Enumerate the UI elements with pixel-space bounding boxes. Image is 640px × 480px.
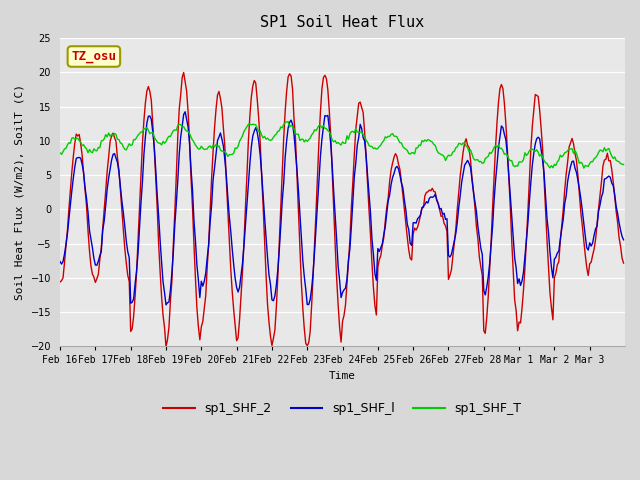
sp1_SHF_T bbox=[56, 150, 64, 156]
sp1_SHF_2 bbox=[620, 260, 627, 266]
sp1_SHF_2 bbox=[76, 132, 83, 137]
sp1_SHF_T bbox=[93, 148, 100, 154]
sp1_SHF_l bbox=[56, 259, 64, 264]
sp1_SHF_T bbox=[620, 162, 627, 168]
Line: sp1_SHF_l: sp1_SHF_l bbox=[60, 112, 623, 305]
sp1_SHF_l bbox=[461, 162, 468, 168]
sp1_SHF_2 bbox=[545, 263, 552, 269]
sp1_SHF_l bbox=[93, 262, 100, 268]
sp1_SHF_l bbox=[181, 109, 189, 115]
Y-axis label: Soil Heat Flux (W/m2), SoilT (C): Soil Heat Flux (W/m2), SoilT (C) bbox=[15, 84, 25, 300]
sp1_SHF_2 bbox=[56, 279, 64, 285]
sp1_SHF_l bbox=[545, 229, 552, 235]
Legend: sp1_SHF_2, sp1_SHF_l, sp1_SHF_T: sp1_SHF_2, sp1_SHF_l, sp1_SHF_T bbox=[159, 397, 527, 420]
sp1_SHF_2 bbox=[180, 70, 188, 75]
X-axis label: Time: Time bbox=[329, 371, 356, 381]
sp1_SHF_2 bbox=[618, 255, 626, 261]
sp1_SHF_l bbox=[618, 234, 626, 240]
sp1_SHF_T bbox=[543, 161, 551, 167]
sp1_SHF_2 bbox=[162, 344, 170, 349]
Line: sp1_SHF_T: sp1_SHF_T bbox=[60, 121, 623, 168]
sp1_SHF_T bbox=[76, 138, 83, 144]
sp1_SHF_T bbox=[348, 129, 355, 134]
sp1_SHF_T bbox=[580, 165, 588, 171]
sp1_SHF_2 bbox=[349, 180, 356, 185]
Title: SP1 Soil Heat Flux: SP1 Soil Heat Flux bbox=[260, 15, 425, 30]
sp1_SHF_2 bbox=[93, 276, 100, 282]
sp1_SHF_T bbox=[618, 161, 626, 167]
Line: sp1_SHF_2: sp1_SHF_2 bbox=[60, 72, 623, 347]
sp1_SHF_l bbox=[162, 302, 170, 308]
sp1_SHF_l bbox=[620, 237, 627, 243]
sp1_SHF_2 bbox=[461, 140, 468, 145]
sp1_SHF_T bbox=[284, 119, 292, 124]
sp1_SHF_l bbox=[76, 155, 83, 160]
sp1_SHF_T bbox=[460, 140, 467, 146]
Text: TZ_osu: TZ_osu bbox=[72, 50, 116, 63]
sp1_SHF_l bbox=[349, 198, 356, 204]
